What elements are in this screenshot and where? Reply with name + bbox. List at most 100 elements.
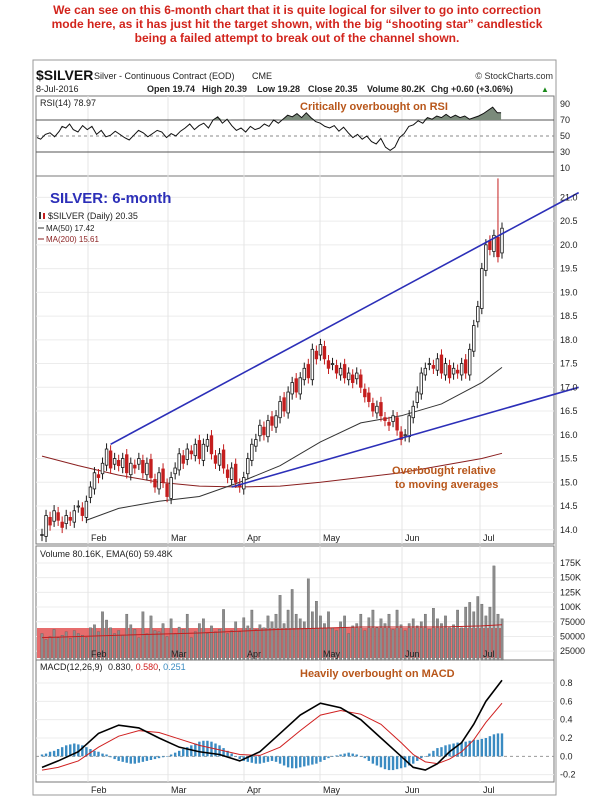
macd-histogram-bar: [186, 747, 189, 757]
candle-body: [403, 434, 407, 437]
macd-histogram-bar: [238, 756, 241, 760]
candle-body: [463, 359, 468, 374]
candle-body: [447, 365, 452, 379]
macd-histogram-bar: [343, 753, 346, 757]
volume-bar: [254, 629, 258, 661]
volume-bar: [181, 629, 185, 661]
channel-trendline: [110, 191, 580, 445]
volume-bar: [60, 635, 64, 661]
volume-bar: [68, 638, 72, 661]
candle-body: [137, 458, 141, 465]
volume-bar: [129, 624, 133, 661]
macd-histogram-bar: [173, 752, 177, 757]
candle-body: [229, 467, 234, 480]
candle-body: [459, 363, 464, 376]
macd-histogram-bar: [69, 744, 72, 757]
quote-change: Chg +0.60 (+3.06%): [431, 84, 513, 94]
volume-bar: [238, 631, 242, 661]
macd-histogram-bar: [65, 745, 68, 757]
macd-histogram-bar: [399, 756, 403, 769]
macd-histogram-bar: [327, 756, 330, 759]
candle-body: [387, 422, 391, 426]
macd-histogram-bar: [347, 752, 350, 757]
volume-bar: [121, 635, 125, 661]
volume-ema-line: [41, 624, 503, 639]
quote-high: High 20.39: [202, 84, 247, 94]
volume-bar: [97, 631, 100, 661]
candle-body: [314, 350, 319, 360]
volume-bar: [419, 621, 423, 661]
macd-histogram-bar: [488, 736, 492, 757]
macd-histogram-bar: [319, 756, 322, 762]
volume-bar: [387, 613, 391, 661]
rsi-tick-label: 30: [560, 147, 570, 157]
macd-histogram-bar: [177, 750, 181, 757]
macd-legend: MACD(12,26,9) 0.830, 0.580, 0.251: [40, 662, 186, 672]
volume-bar: [294, 613, 298, 661]
volume-bar: [286, 609, 290, 661]
price-month-label: Mar: [171, 533, 187, 543]
volume-bar: [311, 611, 314, 661]
volume-bar: [40, 633, 44, 661]
volume-bar: [359, 613, 363, 661]
volume-bar: [250, 609, 254, 661]
candle-body: [270, 416, 274, 426]
rsi-line: [36, 106, 502, 152]
candle-body: [383, 417, 387, 421]
candle-body: [92, 472, 97, 490]
candle-body: [322, 346, 327, 360]
volume-bar: [266, 615, 270, 661]
candle-body: [169, 477, 173, 499]
volume-bar: [52, 629, 56, 661]
candle-body: [310, 348, 315, 381]
macd-month-label: Apr: [247, 785, 261, 795]
macd-histogram-bar: [335, 755, 338, 757]
candle-body: [346, 372, 351, 381]
volume-bar: [448, 627, 451, 661]
volume-bar: [81, 635, 84, 661]
rsi-annotation: Critically overbought on RSI: [300, 101, 448, 113]
volume-bar: [72, 630, 76, 661]
volume-bar: [56, 637, 60, 661]
volume-bar: [226, 633, 229, 661]
macd-histogram-bar: [73, 743, 76, 757]
rsi-tick-label: 70: [560, 115, 570, 125]
volume-bar: [93, 624, 96, 661]
volume-bar: [407, 623, 411, 661]
volume-bar: [440, 623, 443, 661]
macd-histogram-bar: [444, 745, 447, 757]
volume-bar: [230, 630, 233, 661]
macd-histogram-bar: [278, 756, 282, 764]
candle-body: [431, 365, 436, 369]
candle-body: [205, 439, 210, 447]
volume-bar: [379, 618, 383, 661]
candle-body: [217, 453, 222, 466]
candle-body: [455, 369, 460, 374]
symbol-description: Silver - Continuous Contract (EOD): [94, 71, 235, 81]
commentary-line: being a failed attempt to break out of t…: [134, 31, 460, 45]
volume-bar: [319, 615, 322, 661]
chart-frame: [32, 59, 557, 796]
ma200-line: [41, 452, 503, 488]
volume-bar: [189, 637, 193, 661]
volume-bar: [177, 626, 181, 661]
macd-histogram-bar: [303, 756, 306, 767]
volume-bar: [306, 578, 310, 661]
volume-tick-label: 100K: [560, 602, 581, 612]
macd-month-label: Feb: [91, 785, 107, 795]
macd-month-label: Jun: [405, 785, 420, 795]
macd-histogram-bar: [266, 756, 270, 762]
macd-histogram-bar: [141, 756, 145, 762]
volume-bar: [141, 611, 145, 661]
candle-body: [488, 240, 492, 250]
volume-bar: [246, 625, 250, 661]
candle-body: [439, 354, 444, 374]
candle-body: [476, 306, 480, 323]
macd-histogram-bar: [383, 756, 387, 770]
volume-bar: [452, 624, 455, 661]
volume-bar: [278, 595, 282, 661]
candle-body: [80, 507, 85, 516]
macd-histogram-bar: [339, 754, 342, 757]
macd-histogram-bar: [311, 756, 314, 765]
